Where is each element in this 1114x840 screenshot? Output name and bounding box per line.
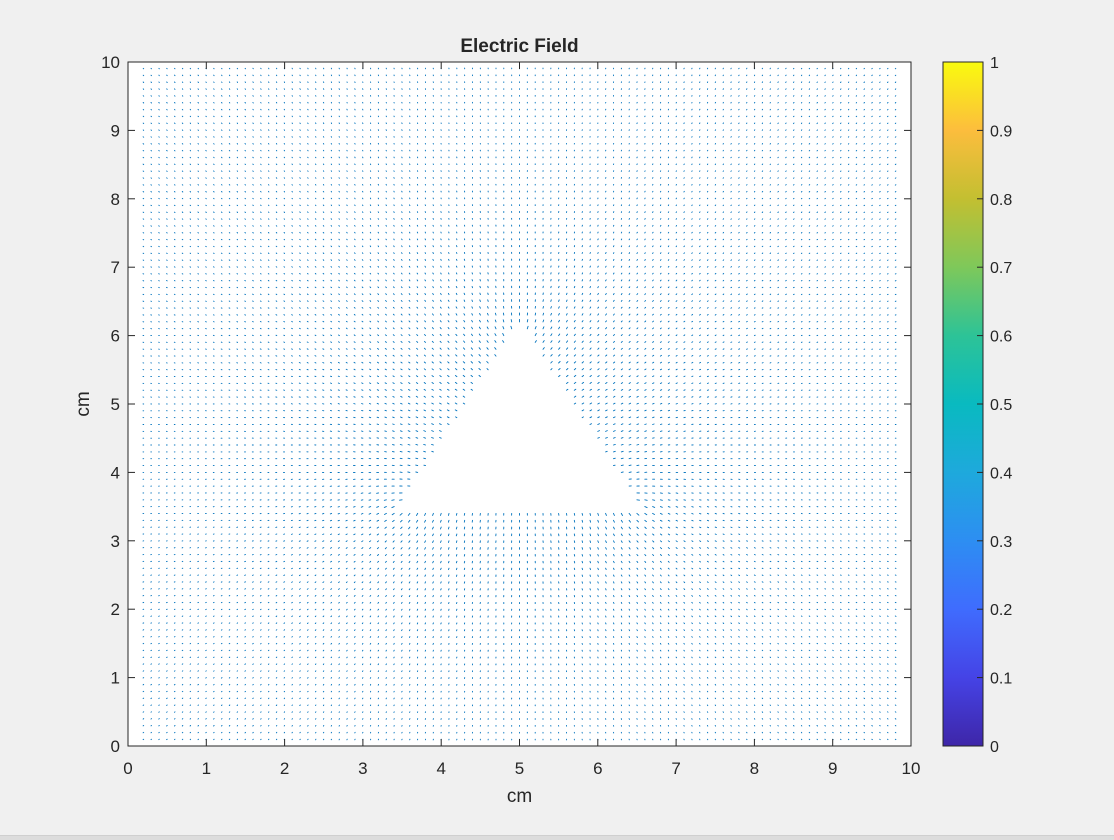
quiver-field: [142, 67, 897, 741]
y-tick-label: 7: [111, 258, 120, 277]
window-bottom-edge: [0, 835, 1114, 840]
x-tick-label: 1: [202, 759, 211, 778]
x-axis-label: cm: [507, 786, 532, 807]
x-tick-label: 3: [358, 759, 367, 778]
colorbar-box: [942, 61, 984, 747]
y-tick-label: 4: [111, 463, 120, 482]
colorbar-tick-label: 0.2: [990, 602, 1012, 619]
colorbar-tick-label: 0: [990, 739, 999, 756]
x-tick-label: 4: [436, 759, 445, 778]
y-tick-label: 9: [111, 121, 120, 140]
x-tick-label: 9: [828, 759, 837, 778]
chart-title: Electric Field: [460, 36, 578, 57]
y-tick-label: 8: [111, 190, 120, 209]
colorbar-tick-label: 0.1: [990, 671, 1012, 688]
colorbar-tick-label: 0.6: [990, 329, 1012, 346]
x-tick-label: 6: [593, 759, 602, 778]
x-tick-label: 8: [750, 759, 759, 778]
y-tick-labels: 0 1 2 3 4 5 6 7 8 9 10: [101, 53, 120, 756]
x-tick-label: 10: [902, 759, 921, 778]
colorbar-tick-label: 0.5: [990, 397, 1012, 414]
field-vectors: [142, 67, 897, 741]
y-tick-label: 5: [111, 395, 120, 414]
axes-box: [127, 61, 912, 747]
colorbar-tick-label: 0.3: [990, 534, 1012, 551]
y-tick-label: 3: [111, 532, 120, 551]
y-tick-label: 2: [111, 600, 120, 619]
x-tick-label: 7: [671, 759, 680, 778]
y-axis-label: cm: [73, 391, 94, 416]
y-tick-label: 6: [111, 327, 120, 346]
y-tick-label: 10: [101, 53, 120, 72]
colorbar-tick-label: 1: [990, 55, 999, 72]
colorbar-tick-label: 0.7: [990, 260, 1012, 277]
x-tick-label: 0: [123, 759, 132, 778]
colorbar-tick-label: 0.4: [990, 465, 1012, 482]
x-tick-labels: 0 1 2 3 4 5 6 7 8 9 10: [123, 759, 920, 778]
y-tick-label: 0: [111, 737, 120, 756]
x-tick-label: 5: [515, 759, 524, 778]
colorbar-tick-label: 0.9: [990, 123, 1012, 140]
x-tick-label: 2: [280, 759, 289, 778]
colorbar-tick-label: 0.8: [990, 192, 1012, 209]
colorbar: [943, 62, 983, 746]
colorbar-tick-labels: 0 0.1 0.2 0.3 0.4 0.5 0.6 0.7 0.8 0.9 1: [990, 55, 1012, 756]
y-tick-label: 1: [111, 669, 120, 688]
charged-triangle: [402, 328, 637, 507]
